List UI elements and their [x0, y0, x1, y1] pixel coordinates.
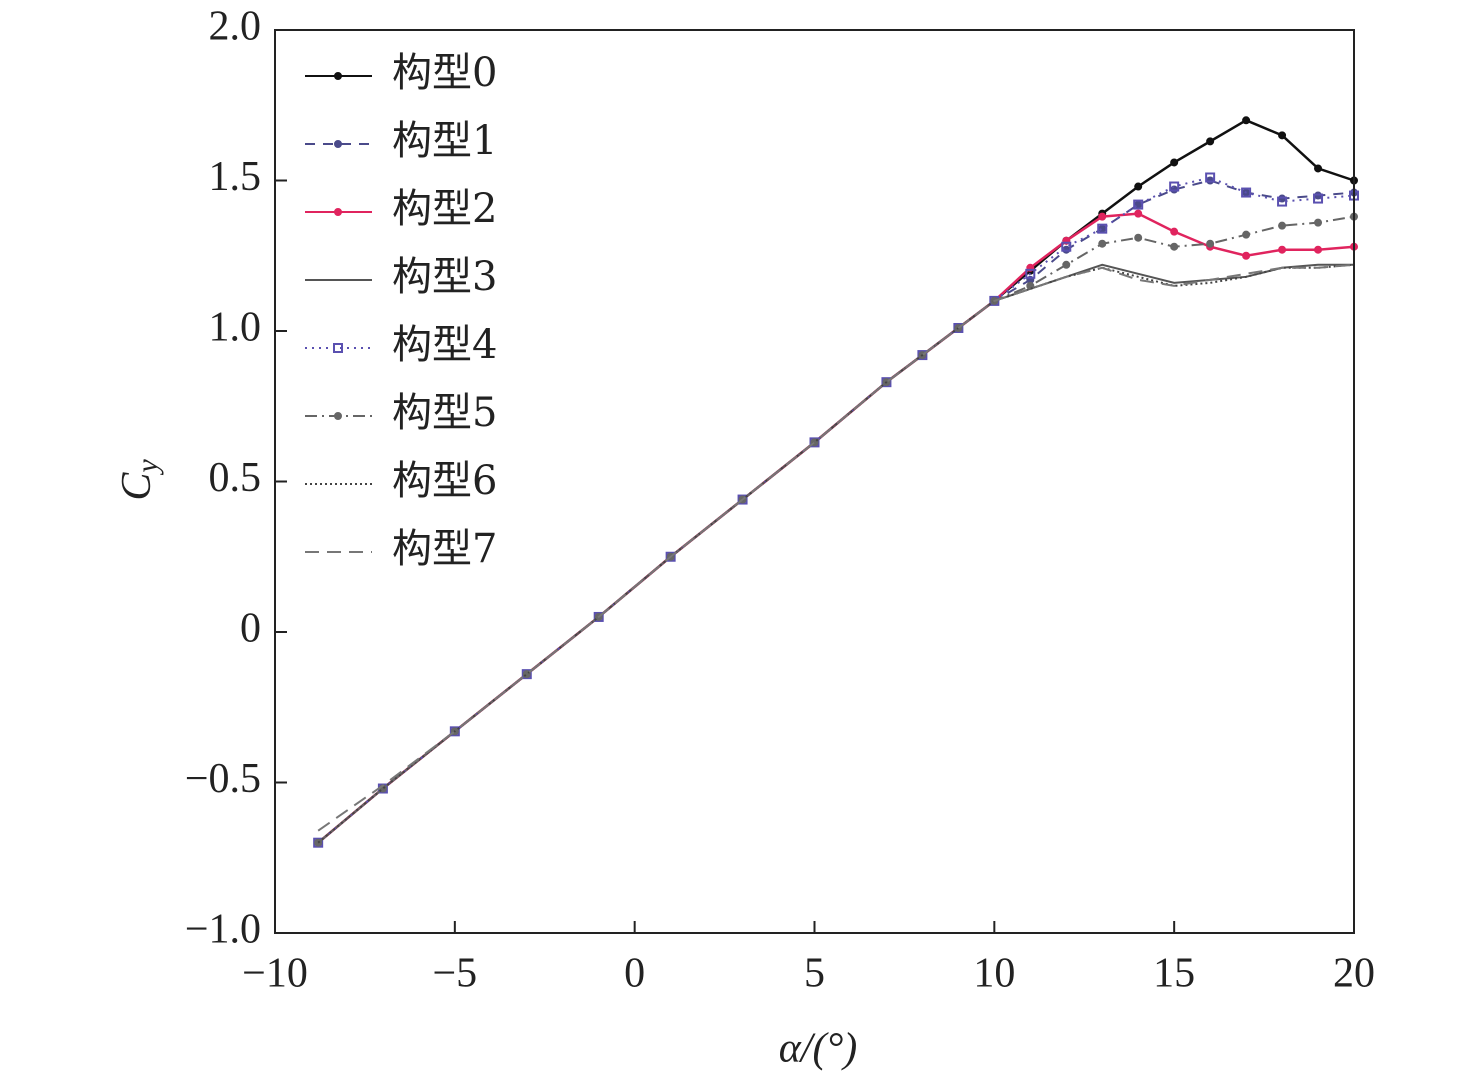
data-point [1242, 116, 1251, 125]
legend-label: 构型1 [392, 118, 497, 164]
data-point [1277, 196, 1288, 207]
data-point [1098, 212, 1107, 221]
data-point [1134, 209, 1143, 218]
plot-frame [274, 29, 1355, 934]
legend-marker [334, 72, 342, 80]
y-axis-label: Cy [114, 459, 164, 501]
series-line [317, 263, 1355, 832]
y-tick-label: 0 [240, 606, 261, 652]
x-tick-label: 5 [804, 951, 825, 997]
x-tick-label: 20 [1333, 951, 1375, 997]
data-point [1098, 239, 1107, 248]
y-tick-label: 1.5 [209, 154, 262, 200]
y-axis-label-main: C [114, 472, 160, 501]
x-tick-label: 15 [1153, 951, 1195, 997]
data-point [1242, 230, 1251, 239]
data-point [1134, 182, 1143, 191]
y-tick-label: −0.5 [185, 756, 261, 802]
data-point [1097, 223, 1108, 234]
data-point [1314, 164, 1323, 173]
data-point [1242, 251, 1251, 260]
data-point [1206, 239, 1215, 248]
legend-label: 构型5 [392, 390, 497, 436]
x-tick-label: −5 [432, 951, 477, 997]
data-point [1098, 224, 1107, 233]
y-axis-label-sub: y [131, 459, 164, 476]
data-point [1314, 245, 1323, 254]
data-point [1133, 199, 1144, 210]
x-tick-label: −10 [242, 951, 308, 997]
data-point [1169, 181, 1180, 192]
data-point [1278, 221, 1287, 230]
data-point [1205, 172, 1216, 183]
legend-marker [334, 208, 342, 216]
data-point [1241, 187, 1252, 198]
legend-label: 构型2 [392, 186, 497, 232]
x-axis-label: α/(°) [779, 1026, 857, 1072]
legend-label: 构型0 [392, 50, 497, 96]
data-point [1278, 245, 1287, 254]
y-tick-label: 2.0 [209, 4, 262, 50]
data-point [1170, 158, 1179, 167]
data-point [1062, 260, 1071, 269]
data-point [1170, 242, 1179, 251]
data-point [1170, 227, 1179, 236]
data-point [1025, 268, 1036, 279]
legend-label: 构型3 [392, 254, 497, 300]
x-tick-label: 0 [624, 951, 645, 997]
data-point [1278, 131, 1287, 140]
legend-label: 构型7 [392, 526, 497, 572]
data-point [1026, 281, 1035, 290]
legend-label: 构型6 [392, 458, 497, 504]
x-tick-label: 10 [973, 951, 1015, 997]
data-point [1313, 193, 1324, 204]
data-point [1134, 233, 1143, 242]
y-tick-label: 0.5 [209, 455, 262, 501]
legend-label: 构型4 [392, 322, 497, 368]
data-point [1061, 241, 1072, 252]
legend-marker [333, 343, 343, 353]
y-tick-label: −1.0 [185, 907, 261, 953]
y-tick-label: 1.0 [209, 305, 262, 351]
legend-marker [334, 140, 342, 148]
legend-marker [334, 412, 342, 420]
data-point [1314, 218, 1323, 227]
data-point [1206, 137, 1215, 146]
